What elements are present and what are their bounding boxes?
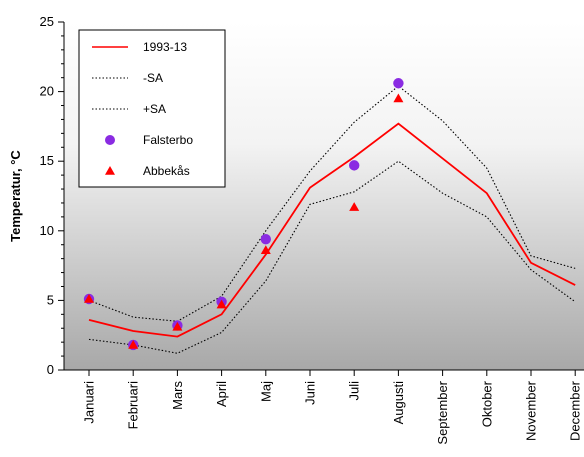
legend-label-Abbekås: Abbekås [143,164,190,178]
x-tick-label: April [214,381,229,407]
data-point-Abbekås [393,93,404,103]
legend-swatch-Abbekås [105,166,115,175]
data-point-Abbekås [349,202,360,211]
data-point-Abbekås [216,299,227,309]
x-tick-label: September [435,380,450,444]
legend-label-+SA: +SA [143,102,166,116]
y-tick-label: 20 [40,84,54,99]
x-tick-label: Juli [347,381,362,401]
y-axis-label: Temperatur, °C [8,150,23,242]
x-tick-label: Maj [258,381,273,402]
legend-label--SA: -SA [143,71,163,85]
legend-swatch-Falsterbo [105,135,115,145]
x-tick-label: Juni [303,381,318,405]
x-tick-label: Februari [126,381,141,430]
data-point-Abbekås [84,294,94,303]
data-point-Falsterbo [349,160,360,171]
data-point-Abbekås [172,321,183,331]
legend-label-1993-13: 1993-13 [143,40,187,54]
legend: 1993-13 -SA +SA Falsterbo Abbekås [78,29,226,188]
marker-layer [83,78,404,351]
series-layer [88,85,576,354]
data-point-Abbekås [128,339,139,349]
x-tick-label: Januari [82,381,97,424]
legend-label-Falsterbo: Falsterbo [143,133,193,147]
y-tick-label: 10 [40,223,54,238]
axes: 0 5 10 15 20 25 Januari Februari Mars April Maj Jun… [40,14,584,445]
x-tick-label: December [568,380,583,441]
series-line--SA [88,85,576,322]
y-tick-label: 0 [47,362,54,377]
x-tick-label: Mars [170,381,185,410]
x-tick-label: Augusti [391,381,406,424]
x-tick-label: Oktober [479,380,494,427]
series-line-1993-13 [88,122,576,338]
x-tick-label: November [524,380,539,441]
data-point-Falsterbo [393,78,404,89]
y-tick-label: 15 [40,153,54,168]
data-point-Falsterbo [260,233,271,245]
data-point-Abbekås [260,245,271,255]
y-tick-label: 5 [47,292,54,307]
y-tick-label: 25 [40,14,54,29]
